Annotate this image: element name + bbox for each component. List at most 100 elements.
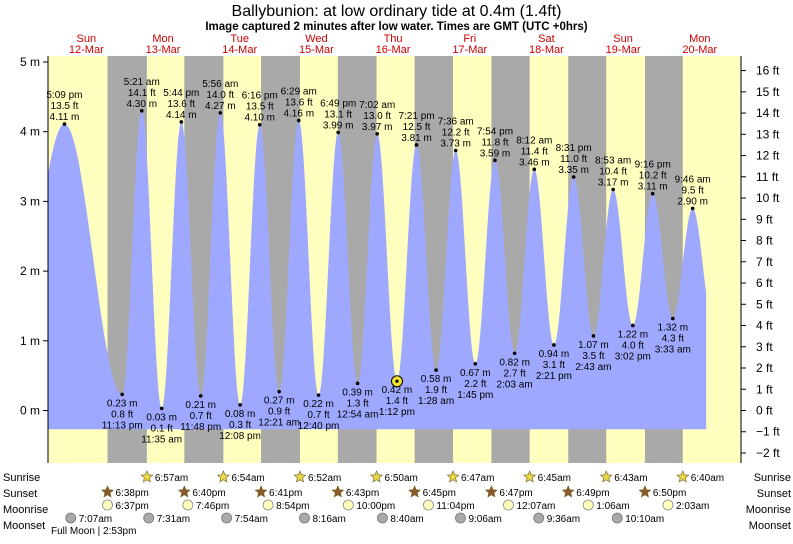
low-tide-m: 0.67 m	[460, 368, 491, 379]
moon-phase-label: Full Moon | 2:53pm	[51, 526, 136, 537]
high-tide-m: 4.10 m	[244, 113, 275, 124]
moonset-time: 7:07am	[79, 514, 112, 525]
sunrise-icon	[216, 470, 230, 483]
low-tide-m: 0.08 m	[225, 409, 256, 420]
low-tide-time: 3:02 pm	[615, 351, 651, 362]
low-tide-time: 1:45 pm	[457, 390, 493, 401]
low-tide-m: 1.22 m	[617, 329, 648, 340]
high-tide-ft: 14.1 ft	[128, 88, 156, 99]
high-tide-ft: 13.5 ft	[51, 101, 79, 112]
high-tide-point	[493, 158, 497, 163]
low-tide-time: 11:13 pm	[102, 420, 143, 431]
sunset-time: 6:43pm	[346, 488, 379, 499]
high-tide-point	[414, 143, 419, 147]
high-tide-time: 5:21 am	[124, 77, 160, 88]
high-tide-time: 5:44 pm	[163, 88, 199, 99]
high-tide-time: 7:36 am	[438, 117, 474, 128]
day-name: Mon	[689, 33, 710, 45]
right-tick-label: 15 ft	[756, 85, 780, 99]
low-tide-m: 0.82 m	[499, 357, 530, 368]
low-tide-point	[198, 394, 203, 398]
low-tide-time: 12:08 pm	[219, 431, 261, 442]
left-tick-label: 2 m	[20, 264, 40, 278]
high-tide-point	[62, 122, 67, 126]
row-label-moonset: Moonset	[3, 520, 45, 532]
sunrise-time: 6:45am	[538, 473, 571, 484]
tide-curve	[48, 111, 707, 430]
moonset-time: 8:16am	[312, 514, 345, 525]
low-tide-time: 3:33 am	[655, 344, 691, 355]
high-tide-ft: 11.4 ft	[521, 146, 548, 157]
high-tide-m: 3.97 m	[362, 122, 393, 133]
high-tide-time: 6:29 am	[281, 87, 317, 98]
tide-area	[48, 111, 707, 430]
chart-subtitle: Image captured 2 minutes after low water…	[205, 21, 587, 33]
row-label-sunrise: Sunrise	[3, 472, 40, 484]
moonrise-icon	[662, 499, 674, 511]
low-tide-point	[277, 389, 281, 394]
right-tick-label: 3 ft	[756, 340, 773, 354]
sunrise-icon	[446, 470, 460, 483]
sunset-time: 6:41pm	[269, 488, 302, 499]
left-tick-label: 4 m	[20, 125, 40, 139]
right-tick-label: 5 ft	[756, 297, 773, 311]
right-tick-label: 4 ft	[756, 319, 773, 333]
moonrise-icon	[503, 499, 514, 511]
right-tick-label: 6 ft	[756, 276, 773, 290]
day-name: Wed	[305, 33, 327, 45]
left-tick-label: 3 m	[20, 194, 40, 208]
high-tide-point	[453, 148, 458, 153]
high-tide-m: 3.46 m	[519, 157, 550, 168]
low-tide-time: 12:21 am	[258, 418, 300, 429]
low-tide-ft: 4.0 ft	[622, 340, 644, 351]
sunset-icon	[101, 485, 114, 498]
sunset-time: 6:50pm	[653, 488, 686, 499]
day-name: Tue	[230, 33, 249, 45]
high-tide-m: 3.17 m	[598, 178, 629, 189]
high-tide-m: 4.16 m	[283, 109, 314, 120]
low-tide-point	[238, 403, 242, 407]
high-tide-m: 4.27 m	[205, 101, 236, 112]
high-tide-ft: 10.4 ft	[599, 167, 627, 178]
low-tide-point	[434, 368, 438, 372]
sunset-icon	[331, 485, 345, 498]
day-headers: Sun12-MarMon13-MarTue14-MarWed15-MarThu1…	[69, 33, 718, 56]
high-tide-m: 4.30 m	[126, 99, 157, 110]
right-tick-label: 1 ft	[756, 382, 773, 396]
day-date: 14-Mar	[222, 44, 257, 56]
sunset-icon	[638, 485, 652, 498]
right-tick-label: 9 ft	[756, 212, 773, 226]
right-tick-label: 0 ft	[756, 404, 773, 418]
moonrise-icon	[182, 499, 194, 511]
low-tide-m: 0.27 m	[264, 396, 295, 407]
high-tide-time: 7:21 pm	[398, 111, 434, 122]
low-tide-point	[591, 334, 596, 338]
high-tide-ft: 12.2 ft	[442, 128, 470, 139]
sunset-time: 6:47pm	[499, 488, 532, 499]
sunrise-time: 6:54am	[231, 473, 264, 484]
high-tide-time: 5:09 pm	[46, 90, 82, 101]
high-tide-m: 3.35 m	[558, 165, 589, 176]
right-tick-label: 11 ft	[756, 170, 779, 184]
low-tide-time: 1:12 pm	[379, 407, 415, 418]
day-date: 19-Mar	[606, 44, 641, 56]
high-tide-ft: 14.0 ft	[206, 90, 234, 101]
moonrise-time: 12:07am	[516, 501, 555, 512]
low-tide-ft: 0.3 ft	[229, 420, 251, 431]
low-tide-time: 2:03 am	[497, 379, 533, 390]
moonset-time: 9:06am	[468, 514, 501, 525]
sunset-icon	[561, 485, 575, 498]
moonset-icon	[611, 512, 623, 524]
low-tide-time: 2:21 pm	[536, 371, 572, 382]
high-tide-point	[179, 120, 184, 124]
right-tick-label: 2 ft	[756, 361, 773, 375]
sunset-icon	[408, 485, 422, 498]
low-tide-time: 11:35 am	[141, 434, 182, 445]
high-tide-ft: 12.5 ft	[403, 122, 431, 133]
high-tide-m: 4.14 m	[166, 110, 197, 121]
left-tick-label: 0 m	[20, 404, 40, 418]
sunrise-icon	[140, 470, 154, 483]
high-tide-ft: 10.2 ft	[639, 171, 667, 182]
